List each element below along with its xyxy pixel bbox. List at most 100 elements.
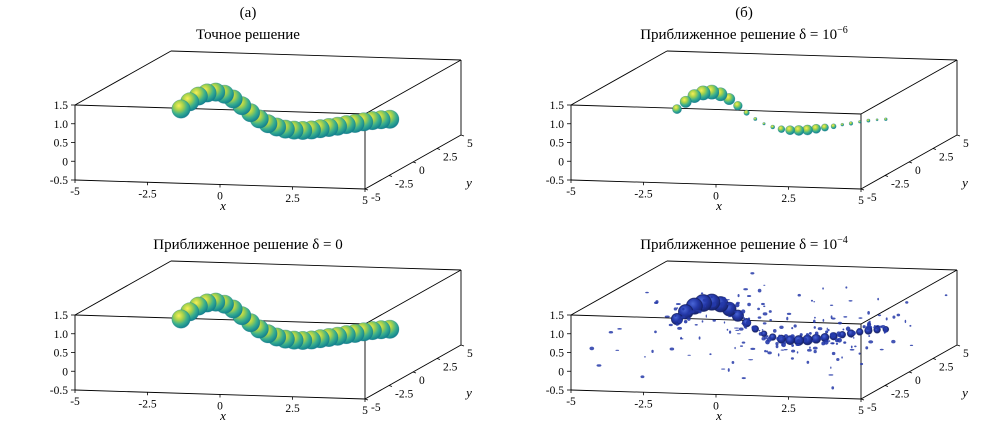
x-axis-label: x — [219, 198, 226, 212]
svg-text:2.5: 2.5 — [285, 403, 300, 415]
svg-text:-5: -5 — [70, 186, 80, 198]
x-axis-label: x — [715, 198, 722, 212]
svg-text:5: 5 — [362, 195, 368, 207]
svg-text:5: 5 — [467, 348, 473, 360]
svg-text:2.5: 2.5 — [443, 152, 458, 164]
svg-text:0: 0 — [419, 165, 425, 177]
svg-text:5: 5 — [858, 405, 864, 417]
svg-text:0: 0 — [558, 366, 564, 378]
svg-text:5: 5 — [362, 405, 368, 417]
svg-text:2.5: 2.5 — [781, 193, 796, 205]
svg-text:-0.5: -0.5 — [546, 175, 564, 187]
svg-text:0.5: 0.5 — [54, 138, 69, 150]
plot-exact-solution: -5 -2.5 0 2.5 5 -5-2.502.55-0.500.51.01.5xy — [50, 50, 473, 212]
svg-text:0: 0 — [713, 401, 719, 413]
svg-text:1.5: 1.5 — [54, 310, 69, 322]
x-axis-label: x — [219, 408, 226, 422]
axis-ticks: -5 -2.5 0 2.5 5 -5-2.502.55-0.500.51.01.5 — [50, 100, 473, 207]
column-label-b: (б) — [735, 5, 753, 21]
plot-approx-delta-1e-4: -5 -2.5 0 2.5 5 -5-2.502.55-0.500.51.01.5xy — [546, 260, 969, 422]
axis-ticks: -5 -2.5 0 2.5 5 -5-2.502.55-0.500.51.01.5 — [546, 310, 969, 417]
axes-box — [570, 50, 958, 190]
svg-text:-5: -5 — [867, 402, 877, 414]
svg-text:2.5: 2.5 — [939, 362, 954, 374]
svg-text:2.5: 2.5 — [939, 152, 954, 164]
panel-title-text: Приближенное решение δ = 10 — [640, 27, 838, 43]
svg-text:0: 0 — [419, 375, 425, 387]
y-axis-label: y — [464, 385, 472, 400]
svg-text:-2.5: -2.5 — [395, 179, 413, 191]
svg-text:2.5: 2.5 — [285, 193, 300, 205]
svg-text:2.5: 2.5 — [781, 403, 796, 415]
column-label-a: (а) — [239, 5, 257, 21]
svg-text:-5: -5 — [371, 192, 381, 204]
plot-approx-delta-1e-6: -5 -2.5 0 2.5 5 -5-2.502.55-0.500.51.01.5xy — [546, 50, 969, 212]
noise-speckles — [589, 272, 948, 390]
y-axis-label: y — [960, 385, 968, 400]
svg-text:0.5: 0.5 — [550, 138, 565, 150]
data-series — [171, 292, 400, 350]
svg-text:0.5: 0.5 — [54, 348, 69, 360]
svg-text:-0.5: -0.5 — [50, 175, 68, 187]
svg-text:-2.5: -2.5 — [634, 188, 652, 200]
svg-text:0: 0 — [217, 401, 223, 413]
panel-title-text: Точное решение — [196, 27, 300, 43]
svg-text:0: 0 — [915, 165, 921, 177]
svg-text:5: 5 — [963, 348, 969, 360]
svg-text:0: 0 — [62, 366, 68, 378]
svg-text:1.0: 1.0 — [54, 119, 69, 131]
y-axis-label: y — [464, 175, 472, 190]
svg-text:1.5: 1.5 — [54, 100, 69, 112]
panel-title: Точное решение — [196, 22, 300, 43]
axes-box — [570, 260, 958, 400]
svg-text:5: 5 — [963, 138, 969, 150]
svg-text:-5: -5 — [566, 186, 576, 198]
panel-title-text: Приближенное решение δ = 0 — [153, 237, 343, 253]
svg-text:1.0: 1.0 — [550, 119, 565, 131]
svg-text:2.5: 2.5 — [443, 362, 458, 374]
panel-title: Приближенное решение δ = 10−4 — [640, 232, 848, 253]
svg-text:5: 5 — [858, 195, 864, 207]
panel-title-exponent: −6 — [837, 25, 848, 36]
panel-approx-delta-0: Приближенное решение δ = 0 -5 -2.5 0 2.5 5 -5… — [0, 216, 496, 432]
svg-text:-2.5: -2.5 — [395, 389, 413, 401]
svg-text:0: 0 — [62, 156, 68, 168]
svg-text:1.5: 1.5 — [550, 100, 565, 112]
svg-text:-0.5: -0.5 — [546, 385, 564, 397]
panel-approx-delta-1e-4: Приближенное решение δ = 10−4 -5 -2.5 0 2.5… — [496, 216, 992, 432]
panel-exact-solution: (а) Точное решение -5 -2.5 0 2.5 5 -5 -2.5 0 2.5… — [0, 0, 496, 216]
panel-title: Приближенное решение δ = 0 — [153, 232, 343, 253]
svg-text:-5: -5 — [566, 396, 576, 408]
svg-text:5: 5 — [467, 138, 473, 150]
svg-text:-2.5: -2.5 — [634, 398, 652, 410]
svg-text:-5: -5 — [867, 192, 877, 204]
panel-approx-delta-1e-6: (б) Приближенное решение δ = 10−6 -5 -2.5… — [496, 0, 992, 216]
x-axis-label: x — [715, 408, 722, 422]
y-axis-label: y — [960, 175, 968, 190]
svg-text:-2.5: -2.5 — [138, 188, 156, 200]
svg-text:0.5: 0.5 — [550, 348, 565, 360]
data-series — [670, 293, 890, 348]
svg-text:-2.5: -2.5 — [138, 398, 156, 410]
svg-text:-5: -5 — [70, 396, 80, 408]
svg-text:-2.5: -2.5 — [891, 389, 909, 401]
svg-text:1.0: 1.0 — [550, 329, 565, 341]
svg-text:1.5: 1.5 — [550, 310, 565, 322]
panel-title: Приближенное решение δ = 10−6 — [640, 22, 848, 43]
svg-text:0: 0 — [217, 191, 223, 203]
panel-title-text: Приближенное решение δ = 10 — [640, 237, 838, 253]
axis-ticks: -5 -2.5 0 2.5 5 -5-2.502.55-0.500.51.01.5 — [50, 310, 473, 417]
data-series — [171, 82, 400, 140]
svg-text:-0.5: -0.5 — [50, 385, 68, 397]
svg-text:-5: -5 — [371, 402, 381, 414]
svg-text:-2.5: -2.5 — [891, 179, 909, 191]
axis-ticks: -5 -2.5 0 2.5 5 -5-2.502.55-0.500.51.01.5 — [546, 100, 969, 207]
svg-text:0: 0 — [915, 375, 921, 387]
svg-text:0: 0 — [558, 156, 564, 168]
data-series — [672, 84, 888, 136]
plot-approx-delta-0: -5 -2.5 0 2.5 5 -5-2.502.55-0.500.51.01.5xy — [50, 260, 473, 422]
svg-text:0: 0 — [713, 191, 719, 203]
svg-text:1.0: 1.0 — [54, 329, 69, 341]
panel-title-exponent: −4 — [837, 235, 848, 246]
